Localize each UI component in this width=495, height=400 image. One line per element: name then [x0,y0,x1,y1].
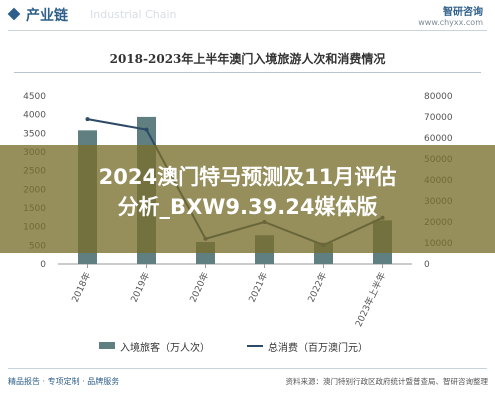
section-title: 产业链 [26,8,68,24]
legend-line-swatch [247,345,263,347]
headline-text: 2024澳门特马预测及11月评估 分析_BXW9.39.24媒体版 [0,162,495,222]
headline-line-2: 分析_BXW9.39.24媒体版 [117,195,378,219]
y-right-tick-label: 0 [424,260,430,270]
footer-tagline: 精品报告 · 专项定制 · 品牌服务 [8,377,120,386]
chart-legend: 入境旅客（万人次） 总消费（百万澳门元） [0,336,495,356]
brand: 智研咨询 www.chyxx.com [418,3,483,27]
y-left-tick-label: 3500 [23,129,46,139]
chart-title: 2018-2023年上半年澳门入境旅游人次和消费情况 [109,52,386,66]
x-tick-label: 2019年 [128,270,152,304]
brand-url: www.chyxx.com [418,18,483,27]
title-divider [14,72,481,73]
y-right-tick-label: 70000 [424,113,453,123]
headline-banner [0,145,495,253]
line-point [85,117,90,122]
x-tick-label: 2020年 [187,270,211,304]
y-left-tick-label: 0 [40,260,46,270]
x-tick-label: 2022年 [305,270,329,304]
footer-divider [8,368,487,369]
legend-bar-swatch [99,342,115,349]
header-watermark: Industrial Chain [90,8,177,21]
legend-bar-label: 入境旅客（万人次） [120,343,210,354]
y-left-tick-label: 4500 [23,92,46,102]
x-tick-label: 2021年 [246,270,270,304]
y-right-tick-label: 80000 [424,92,453,102]
x-tick-label: 2018年 [69,270,93,304]
footer-source: 资料来源：澳门特别行政区政府统计暨普查局、智研咨询整理 [285,377,489,386]
y-left-tick-label: 4000 [23,111,46,121]
header-divider [8,30,487,31]
x-tick-label: 2023年上半年 [352,270,388,328]
headline-line-1: 2024澳门特马预测及11月评估 [98,165,397,189]
legend-line-label: 总消费（百万澳门元） [268,343,368,354]
y-right-tick-label: 60000 [424,134,453,144]
header: 产业链 Industrial Chain 智研咨询 www.chyxx.com [0,0,495,30]
brand-name: 智研咨询 [443,7,483,18]
line-point [144,127,149,132]
